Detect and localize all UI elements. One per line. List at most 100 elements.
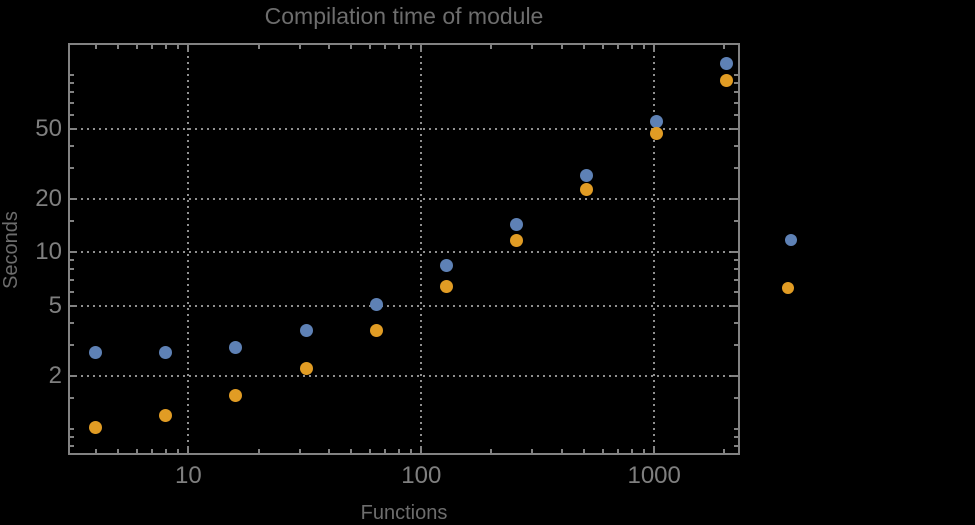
y-tick-label: 20 — [35, 185, 62, 213]
tick-mark — [397, 45, 400, 49]
tick-mark — [94, 449, 97, 453]
x-tick-label: 10 — [175, 462, 202, 489]
y-tick-label: 2 — [48, 362, 62, 390]
tick-mark — [734, 91, 738, 94]
tick-mark — [734, 101, 738, 104]
tick-mark — [731, 304, 738, 307]
tick-mark — [164, 449, 167, 453]
tick-mark — [734, 82, 738, 85]
tick-mark — [368, 45, 371, 49]
legend-marker-series-2 — [782, 282, 794, 294]
tick-mark — [384, 449, 387, 453]
tick-mark — [642, 45, 645, 49]
tick-mark — [731, 375, 738, 378]
tick-mark — [70, 268, 74, 271]
data-point-series-1 — [650, 114, 664, 128]
data-point-series-1 — [299, 324, 313, 338]
tick-mark — [70, 113, 74, 116]
tick-mark — [734, 397, 738, 400]
x-tick-label: 100 — [401, 462, 442, 489]
x-tick-label: 1000 — [627, 462, 681, 489]
tick-mark — [257, 449, 260, 453]
tick-mark — [70, 198, 77, 201]
tick-mark — [70, 127, 77, 130]
tick-mark — [384, 45, 387, 49]
tick-mark — [176, 449, 179, 453]
tick-mark — [117, 449, 120, 453]
tick-mark — [70, 166, 74, 169]
tick-mark — [298, 449, 301, 453]
tick-mark — [734, 278, 738, 281]
h-gridline — [69, 251, 740, 254]
tick-mark — [731, 127, 738, 130]
tick-mark — [409, 449, 412, 453]
tick-mark — [70, 259, 74, 262]
tick-mark — [70, 91, 74, 94]
data-point-series-1 — [159, 346, 173, 360]
tick-mark — [734, 268, 738, 271]
tick-mark — [70, 82, 74, 85]
tick-mark — [731, 251, 738, 254]
data-point-series-1 — [369, 297, 383, 311]
tick-mark — [70, 428, 74, 431]
tick-mark — [734, 113, 738, 116]
tick-mark — [723, 45, 726, 49]
tick-mark — [734, 321, 738, 324]
data-point-series-1 — [509, 218, 523, 232]
tick-mark — [617, 45, 620, 49]
data-point-series-1 — [439, 259, 453, 273]
data-point-series-1 — [229, 340, 243, 354]
tick-mark — [734, 436, 738, 439]
tick-mark — [731, 198, 738, 201]
tick-mark — [653, 45, 656, 52]
tick-mark — [601, 45, 604, 49]
tick-mark — [70, 445, 74, 448]
h-gridline — [69, 304, 740, 307]
tick-mark — [94, 45, 97, 49]
tick-mark — [490, 45, 493, 49]
data-point-series-2 — [720, 74, 734, 88]
tick-mark — [617, 449, 620, 453]
tick-mark — [135, 45, 138, 49]
tick-mark — [420, 45, 423, 52]
legend-marker-series-1 — [785, 234, 797, 246]
tick-mark — [734, 220, 738, 223]
v-gridline — [420, 44, 423, 455]
tick-mark — [117, 45, 120, 49]
tick-mark — [350, 449, 353, 453]
tick-mark — [630, 449, 633, 453]
tick-mark — [409, 45, 412, 49]
data-point-series-2 — [579, 183, 593, 197]
chart-title: Compilation time of module — [264, 3, 544, 29]
tick-mark — [176, 45, 179, 49]
tick-mark — [187, 446, 190, 453]
tick-mark — [70, 343, 74, 346]
tick-mark — [70, 101, 74, 104]
h-gridline — [69, 127, 740, 130]
tick-mark — [187, 45, 190, 52]
tick-mark — [734, 74, 738, 77]
tick-mark — [257, 45, 260, 49]
tick-mark — [70, 290, 74, 293]
tick-mark — [327, 449, 330, 453]
v-gridline — [187, 44, 190, 455]
tick-mark — [490, 449, 493, 453]
tick-mark — [164, 45, 167, 49]
tick-mark — [70, 220, 74, 223]
tick-mark — [327, 45, 330, 49]
tick-mark — [368, 449, 371, 453]
tick-mark — [734, 428, 738, 431]
h-gridline — [69, 375, 740, 378]
tick-mark — [151, 449, 154, 453]
y-tick-label: 5 — [48, 291, 62, 319]
tick-mark — [70, 251, 77, 254]
tick-mark — [734, 445, 738, 448]
tick-mark — [601, 449, 604, 453]
data-point-series-1 — [720, 56, 734, 70]
tick-mark — [151, 45, 154, 49]
tick-mark — [734, 166, 738, 169]
tick-mark — [723, 449, 726, 453]
tick-mark — [653, 446, 656, 453]
tick-mark — [583, 449, 586, 453]
